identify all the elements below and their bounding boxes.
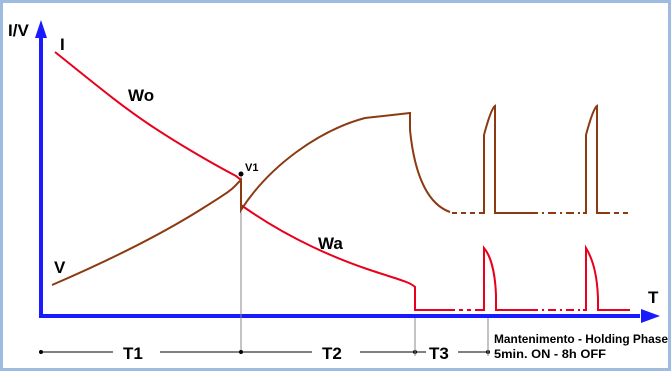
current-curve	[54, 51, 478, 311]
voltage-pulse-1	[480, 104, 530, 214]
current-pulse-1	[478, 245, 530, 311]
current-label: I	[60, 35, 65, 54]
phase-t2-label: T2	[322, 344, 342, 363]
phase-t3-label: T3	[429, 344, 449, 363]
phase-tick-start	[39, 350, 43, 354]
phase-tick-t1-end	[239, 350, 243, 354]
y-axis-arrow	[35, 20, 47, 38]
v1-label: V1	[245, 162, 258, 174]
holding-phase-title: Mantenimento - Holding Phase	[494, 332, 668, 346]
holding-phase-timing: 5min. ON - 8h OFF	[494, 347, 606, 361]
voltage-curve	[51, 111, 451, 286]
phase-t1-label: T1	[123, 344, 143, 363]
wa-label: Wa	[318, 234, 343, 253]
current-pulse-2	[583, 244, 630, 311]
wo-label: Wo	[128, 86, 154, 105]
y-axis-label: I/V	[8, 21, 29, 40]
x-axis-arrow	[641, 309, 660, 323]
v1-point	[238, 171, 244, 177]
voltage-pulse-2	[583, 104, 605, 214]
voltage-label: V	[54, 258, 66, 277]
x-axis-label: T	[648, 288, 659, 307]
